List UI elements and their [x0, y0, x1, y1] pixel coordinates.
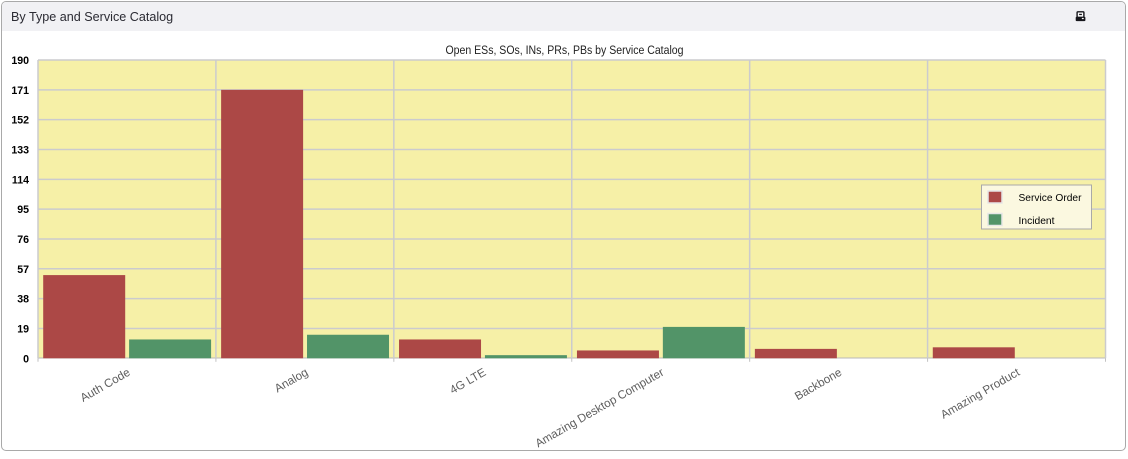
- svg-text:Incident: Incident: [1019, 215, 1055, 227]
- svg-text:Service Order: Service Order: [1019, 192, 1082, 204]
- svg-text:171: 171: [11, 85, 29, 97]
- svg-text:Amazing Desktop Computer: Amazing Desktop Computer: [533, 366, 666, 450]
- svg-text:4G LTE: 4G LTE: [448, 366, 489, 397]
- svg-text:38: 38: [17, 294, 29, 306]
- svg-text:152: 152: [11, 115, 29, 127]
- svg-text:Amazing Product: Amazing Product: [938, 365, 1022, 421]
- svg-text:19: 19: [17, 323, 29, 335]
- svg-text:Open ESs, SOs, INs, PRs, PBs b: Open ESs, SOs, INs, PRs, PBs by Service …: [446, 43, 684, 57]
- svg-text:190: 190: [11, 55, 29, 67]
- svg-text:0: 0: [23, 353, 29, 365]
- svg-text:Backbone: Backbone: [793, 366, 845, 403]
- svg-text:57: 57: [17, 264, 29, 276]
- svg-text:95: 95: [17, 204, 29, 216]
- svg-text:114: 114: [12, 174, 29, 186]
- svg-text:Analog: Analog: [272, 366, 310, 395]
- svg-text:76: 76: [17, 234, 29, 246]
- svg-text:133: 133: [11, 144, 29, 156]
- svg-text:Auth Code: Auth Code: [78, 366, 132, 405]
